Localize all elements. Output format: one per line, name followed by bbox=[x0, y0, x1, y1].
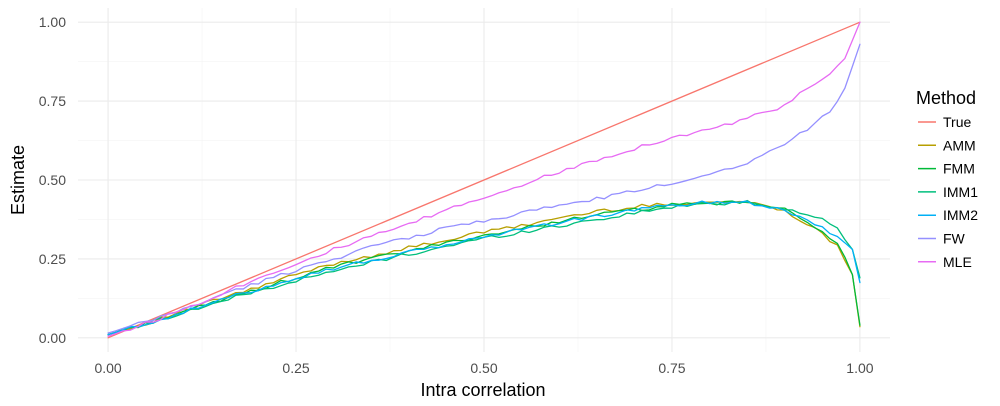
y-tick-label: 0.25 bbox=[39, 251, 66, 267]
y-tick-label: 0.50 bbox=[39, 172, 66, 188]
series-lines bbox=[107, 21, 861, 339]
x-tick-label: 0.25 bbox=[282, 360, 309, 376]
y-tick-label: 1.00 bbox=[39, 14, 66, 30]
legend-label-amm: AMM bbox=[943, 137, 976, 153]
x-axis-title: Intra correlation bbox=[420, 380, 545, 400]
legend-label-mle: MLE bbox=[943, 254, 972, 270]
legend-label-true: True bbox=[943, 114, 971, 130]
x-tick-label: 1.00 bbox=[846, 360, 873, 376]
y-tick-label: 0.75 bbox=[39, 93, 66, 109]
series-line-true bbox=[107, 21, 861, 339]
series-line-imm2 bbox=[107, 200, 861, 336]
series-line-mle bbox=[107, 21, 861, 337]
y-axis-title: Estimate bbox=[8, 145, 28, 215]
legend-label-imm1: IMM1 bbox=[943, 184, 978, 200]
legend-label-imm2: IMM2 bbox=[943, 207, 978, 223]
legend-label-fw: FW bbox=[943, 231, 966, 247]
x-tick-label: 0.00 bbox=[94, 360, 121, 376]
x-tick-label: 0.75 bbox=[658, 360, 685, 376]
y-axis-ticks: 0.00 0.25 0.50 0.75 1.00 bbox=[39, 14, 66, 346]
series-line-fw bbox=[107, 43, 861, 334]
legend-items: True AMM FMM IMM1 IMM2 FW MLE bbox=[918, 114, 978, 270]
legend: Method True AMM FMM IMM1 IMM2 FW MLE bbox=[916, 88, 978, 270]
x-tick-label: 0.50 bbox=[470, 360, 497, 376]
legend-label-fmm: FMM bbox=[943, 161, 975, 177]
x-axis-ticks: 0.00 0.25 0.50 0.75 1.00 bbox=[94, 360, 873, 376]
grid bbox=[78, 8, 890, 352]
y-tick-label: 0.00 bbox=[39, 330, 66, 346]
legend-title: Method bbox=[916, 88, 976, 108]
